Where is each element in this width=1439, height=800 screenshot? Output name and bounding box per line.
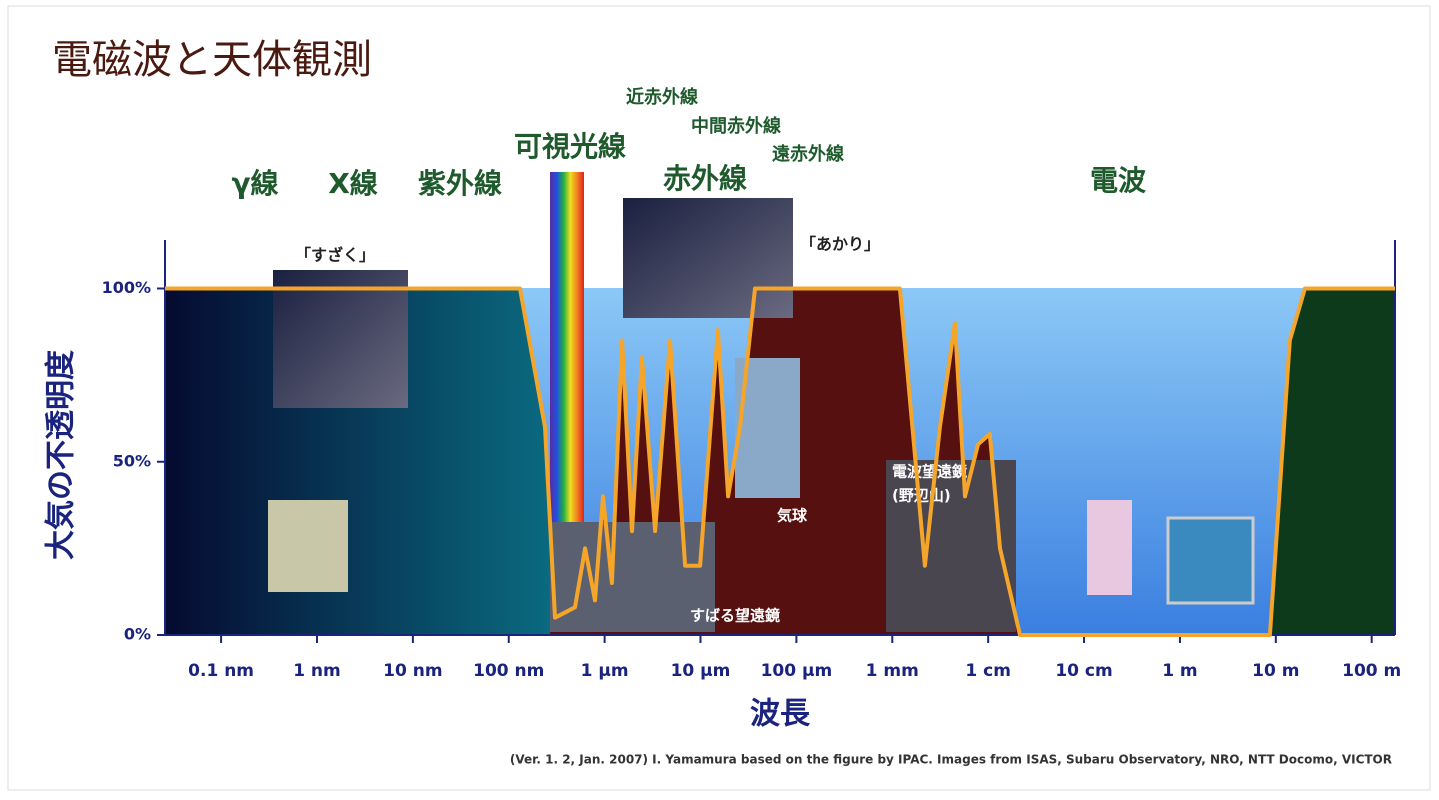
- caption: 気球: [777, 507, 808, 525]
- y-tick-label: 0%: [124, 625, 151, 644]
- caption: 「あかり」: [800, 235, 880, 254]
- credit: (Ver. 1. 2, Jan. 2007) I. Yamamura based…: [510, 753, 1392, 767]
- x-tick-label: 0.1 nm: [188, 661, 254, 681]
- x-tick-label: 10 cm: [1055, 661, 1112, 681]
- x-tick-label: 1 µm: [581, 661, 629, 681]
- band-label: 中間赤外線: [691, 115, 781, 137]
- opacity-line: [165, 286, 1395, 637]
- phone-image: [1087, 500, 1132, 595]
- x-tick-label: 1 mm: [866, 661, 919, 681]
- x-tick-label: 1 m: [1162, 661, 1197, 681]
- caption: (野辺山): [892, 487, 951, 505]
- band-label: 可視光線: [514, 130, 626, 163]
- band-label: 電波: [1090, 164, 1147, 197]
- band-label: 遠赤外線: [772, 143, 844, 165]
- band-label: γ線: [231, 167, 278, 200]
- x-tick-label: 10 µm: [671, 661, 731, 681]
- tv-image: [1166, 516, 1255, 605]
- band-label: 紫外線: [418, 167, 502, 200]
- x-tick-label: 1 nm: [293, 661, 341, 681]
- y-tick-label: 100%: [102, 278, 151, 297]
- x-tick-label: 100 m: [1342, 661, 1401, 681]
- akari-image: [623, 198, 793, 318]
- band-label: 赤外線: [663, 162, 747, 195]
- caption: 「すざく」: [295, 246, 375, 265]
- x-tick-label: 100 µm: [761, 661, 833, 681]
- x-tick-label: 10 nm: [383, 661, 442, 681]
- band-label: X線: [328, 167, 378, 200]
- chart-title: 電磁波と天体観測: [52, 37, 372, 83]
- suzaku-image: [273, 270, 408, 408]
- caption: 電波望遠鏡: [892, 463, 967, 481]
- xray-image: [268, 500, 348, 592]
- x-tick-label: 1 cm: [965, 661, 1011, 681]
- y-tick-label: 50%: [113, 451, 151, 470]
- x-axis-label: 波長: [750, 697, 811, 732]
- x-tick-label: 10 m: [1252, 661, 1299, 681]
- band-label: 近赤外線: [626, 86, 698, 108]
- y-axis-label: 大気の不透明度: [44, 350, 79, 560]
- subaru-image: [550, 522, 715, 632]
- caption: すばる望遠鏡: [690, 607, 780, 625]
- rainbow: [550, 172, 584, 522]
- x-tick-label: 100 nm: [473, 661, 544, 681]
